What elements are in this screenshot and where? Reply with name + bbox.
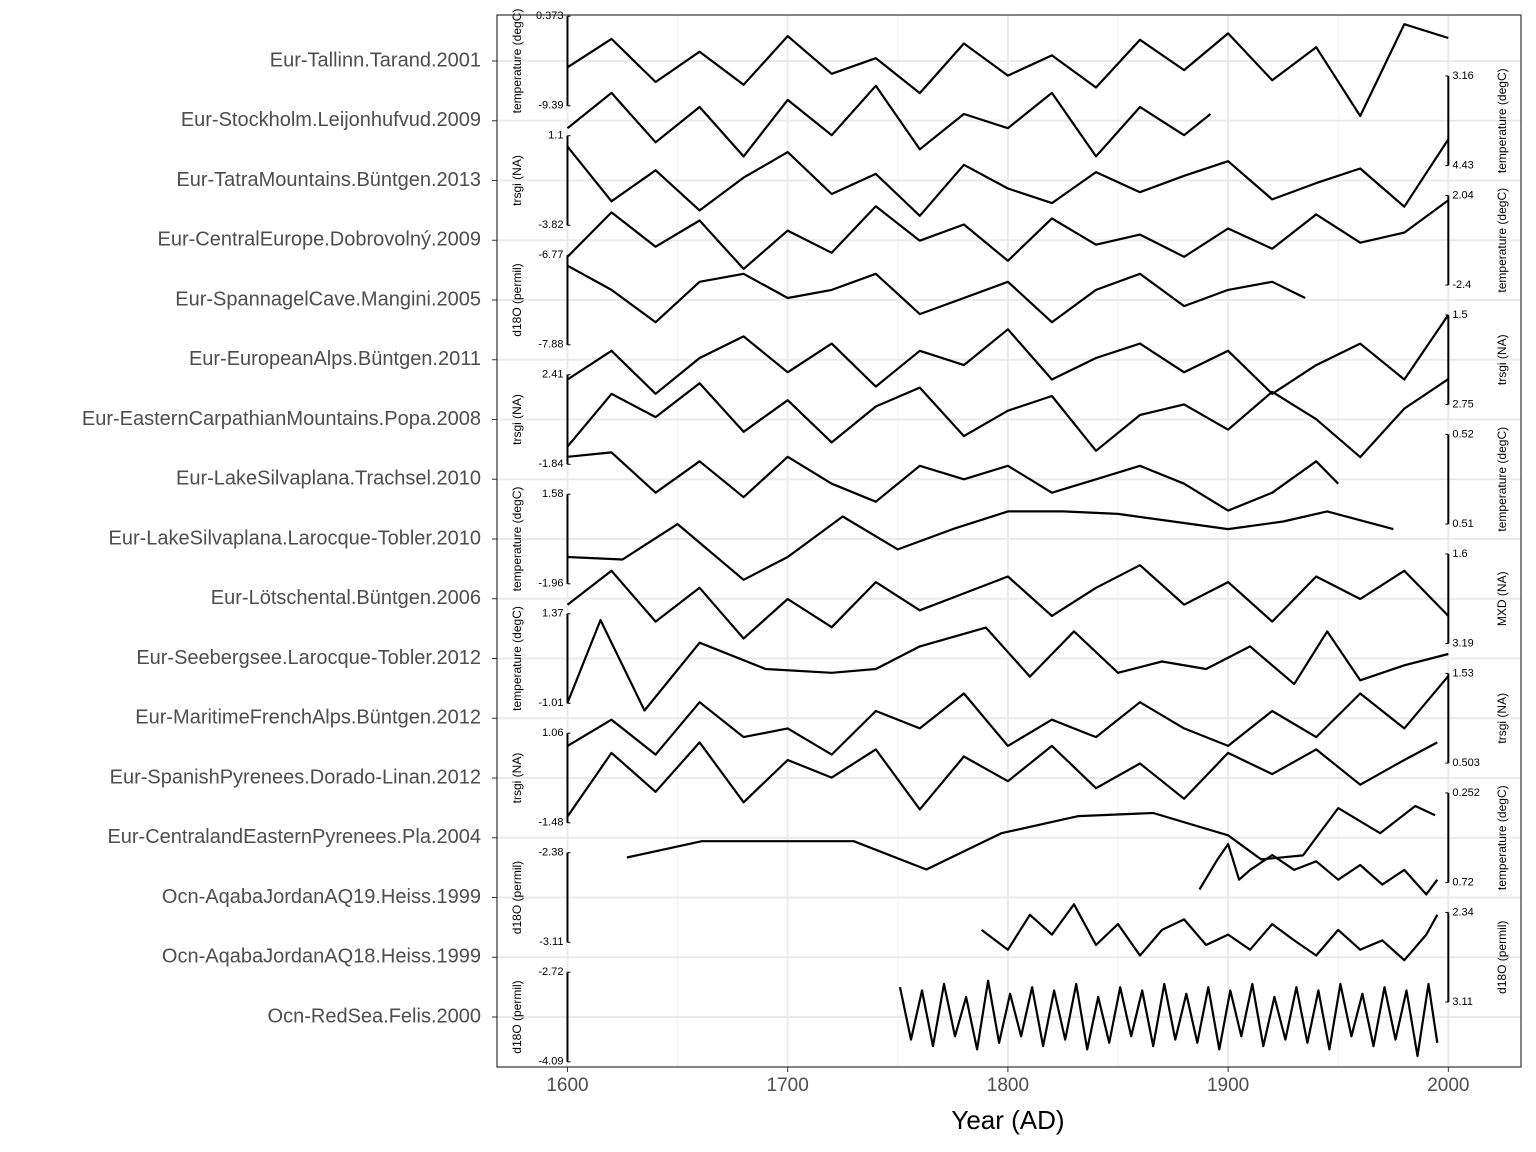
local-tick-label: -3.82: [538, 219, 563, 231]
category-label: Eur-Tallinn.Tarand.2001: [270, 49, 481, 71]
variable-label: MXD (NA): [1495, 571, 1509, 626]
local-tick-label: 0.373: [536, 10, 564, 22]
local-tick-label: 2.75: [1452, 398, 1473, 410]
local-tick-label: 3.16: [1452, 70, 1473, 82]
variable-label: temperature (degC): [510, 487, 524, 592]
variable-label: temperature (degC): [1495, 68, 1509, 173]
variable-label: trsgi (NA): [510, 155, 524, 206]
local-tick-label: -3.11: [539, 936, 563, 948]
category-label: Eur-Stockholm.Leijonhufvud.2009: [181, 109, 481, 131]
local-tick-label: -6.77: [538, 249, 563, 261]
category-label: Ocn-AqabaJordanAQ19.Heiss.1999: [162, 886, 481, 908]
x-tick-label: 1700: [767, 1075, 809, 1096]
variable-label: d18O (permil): [510, 263, 524, 336]
category-label: Eur-EuropeanAlps.Büntgen.2011: [189, 348, 481, 370]
local-tick-label: -4.09: [538, 1056, 563, 1068]
local-tick-label: 2.04: [1452, 189, 1473, 201]
local-tick-label: -7.88: [538, 339, 563, 351]
local-tick-label: -9.39: [538, 100, 563, 112]
local-tick-label: -1.84: [538, 458, 563, 470]
series-line: [567, 451, 1339, 512]
local-tick-label: -1.01: [538, 697, 563, 709]
series-line: [566, 314, 1450, 395]
local-tick-label: 0.503: [1452, 757, 1480, 769]
category-label: Eur-CentralandEasternPyrenees.Pla.2004: [107, 826, 481, 848]
variable-label: temperature (degC): [1495, 188, 1509, 293]
category-label: Eur-SpanishPyrenees.Dorado-Linan.2012: [110, 766, 481, 788]
series-line: [566, 741, 1438, 818]
series-line: [566, 84, 1212, 158]
variable-label: trsgi (NA): [1495, 693, 1509, 744]
series-line: [566, 23, 1449, 118]
local-tick-label: 0.52: [1452, 428, 1473, 440]
local-tick-label: 1.1: [548, 130, 563, 142]
series-line: [566, 264, 1306, 324]
category-label: Ocn-AqabaJordanAQ18.Heiss.1999: [162, 946, 481, 968]
local-tick-label: 3.19: [1452, 637, 1473, 649]
local-tick-label: 0.51: [1452, 518, 1473, 530]
series-line: [566, 378, 1449, 459]
category-label: Eur-Lötschental.Büntgen.2006: [211, 587, 481, 609]
local-tick-label: 1.5: [1452, 309, 1467, 321]
x-tick-label: 2000: [1427, 1075, 1469, 1096]
variable-label: d18O (permil): [510, 861, 524, 934]
local-tick-label: 0.252: [1452, 787, 1480, 799]
series-line: [566, 138, 1450, 217]
category-label: Eur-LakeSilvaplana.Larocque-Tobler.2010: [109, 527, 481, 549]
series-line: [566, 619, 1449, 712]
local-tick-label: 4.43: [1452, 159, 1473, 171]
category-label: Ocn-RedSea.Felis.2000: [268, 1005, 481, 1027]
variable-label: d18O (permil): [510, 980, 524, 1053]
category-label: Eur-MaritimeFrenchAlps.Büntgen.2012: [135, 707, 481, 729]
category-label: Eur-TatraMountains.Büntgen.2013: [176, 169, 481, 191]
local-tick-label: 2.41: [542, 369, 563, 381]
local-tick-label: 1.6: [1452, 548, 1467, 560]
local-tick-label: 2.34: [1452, 906, 1473, 918]
variable-label: trsgi (NA): [1495, 334, 1509, 385]
local-tick-label: -2.72: [538, 966, 563, 978]
local-tick-label: -2.4: [1452, 279, 1471, 291]
series-line: [566, 564, 1450, 640]
x-tick-label: 1600: [546, 1075, 588, 1096]
panel: [497, 15, 1521, 1067]
variable-label: temperature (degC): [1495, 785, 1509, 890]
local-tick-label: 1.58: [542, 488, 563, 500]
variable-label: temperature (degC): [510, 9, 524, 114]
series-line: [898, 979, 1439, 1057]
series-line: [567, 510, 1394, 581]
local-tick-label: 1.06: [542, 727, 563, 739]
x-tick-label: 1800: [987, 1075, 1029, 1096]
category-label: Eur-LakeSilvaplana.Trachsel.2010: [176, 468, 481, 490]
variable-label: trsgi (NA): [510, 753, 524, 804]
local-tick-label: 0.72: [1452, 876, 1473, 888]
category-label: Eur-EasternCarpathianMountains.Popa.2008: [82, 408, 481, 430]
category-label: Eur-SpannagelCave.Mangini.2005: [175, 288, 481, 310]
x-axis-title: Year (AD): [951, 1105, 1064, 1135]
category-label: Eur-CentralEurope.Dobrovolný.2009: [157, 229, 481, 251]
local-tick-label: 1.53: [1452, 667, 1473, 679]
variable-label: d18O (permil): [1495, 921, 1509, 994]
x-tick-label: 1900: [1207, 1075, 1249, 1096]
series-line: [626, 804, 1436, 871]
local-tick-label: 1.37: [542, 608, 563, 620]
variable-label: temperature (degC): [1495, 427, 1509, 532]
category-label: Eur-Seebergsee.Larocque-Tobler.2012: [136, 647, 481, 669]
variable-label: temperature (degC): [510, 606, 524, 711]
local-tick-label: -2.38: [538, 847, 563, 859]
variable-label: trsgi (NA): [510, 394, 524, 445]
local-tick-label: -1.48: [538, 817, 563, 829]
series-line: [1198, 843, 1439, 896]
series-line: [980, 903, 1439, 962]
series-line: [566, 199, 1449, 270]
local-tick-label: -1.96: [538, 578, 563, 590]
local-tick-label: 3.11: [1452, 996, 1473, 1008]
panel-border: [496, 14, 1522, 1068]
series-line: [566, 675, 1450, 756]
